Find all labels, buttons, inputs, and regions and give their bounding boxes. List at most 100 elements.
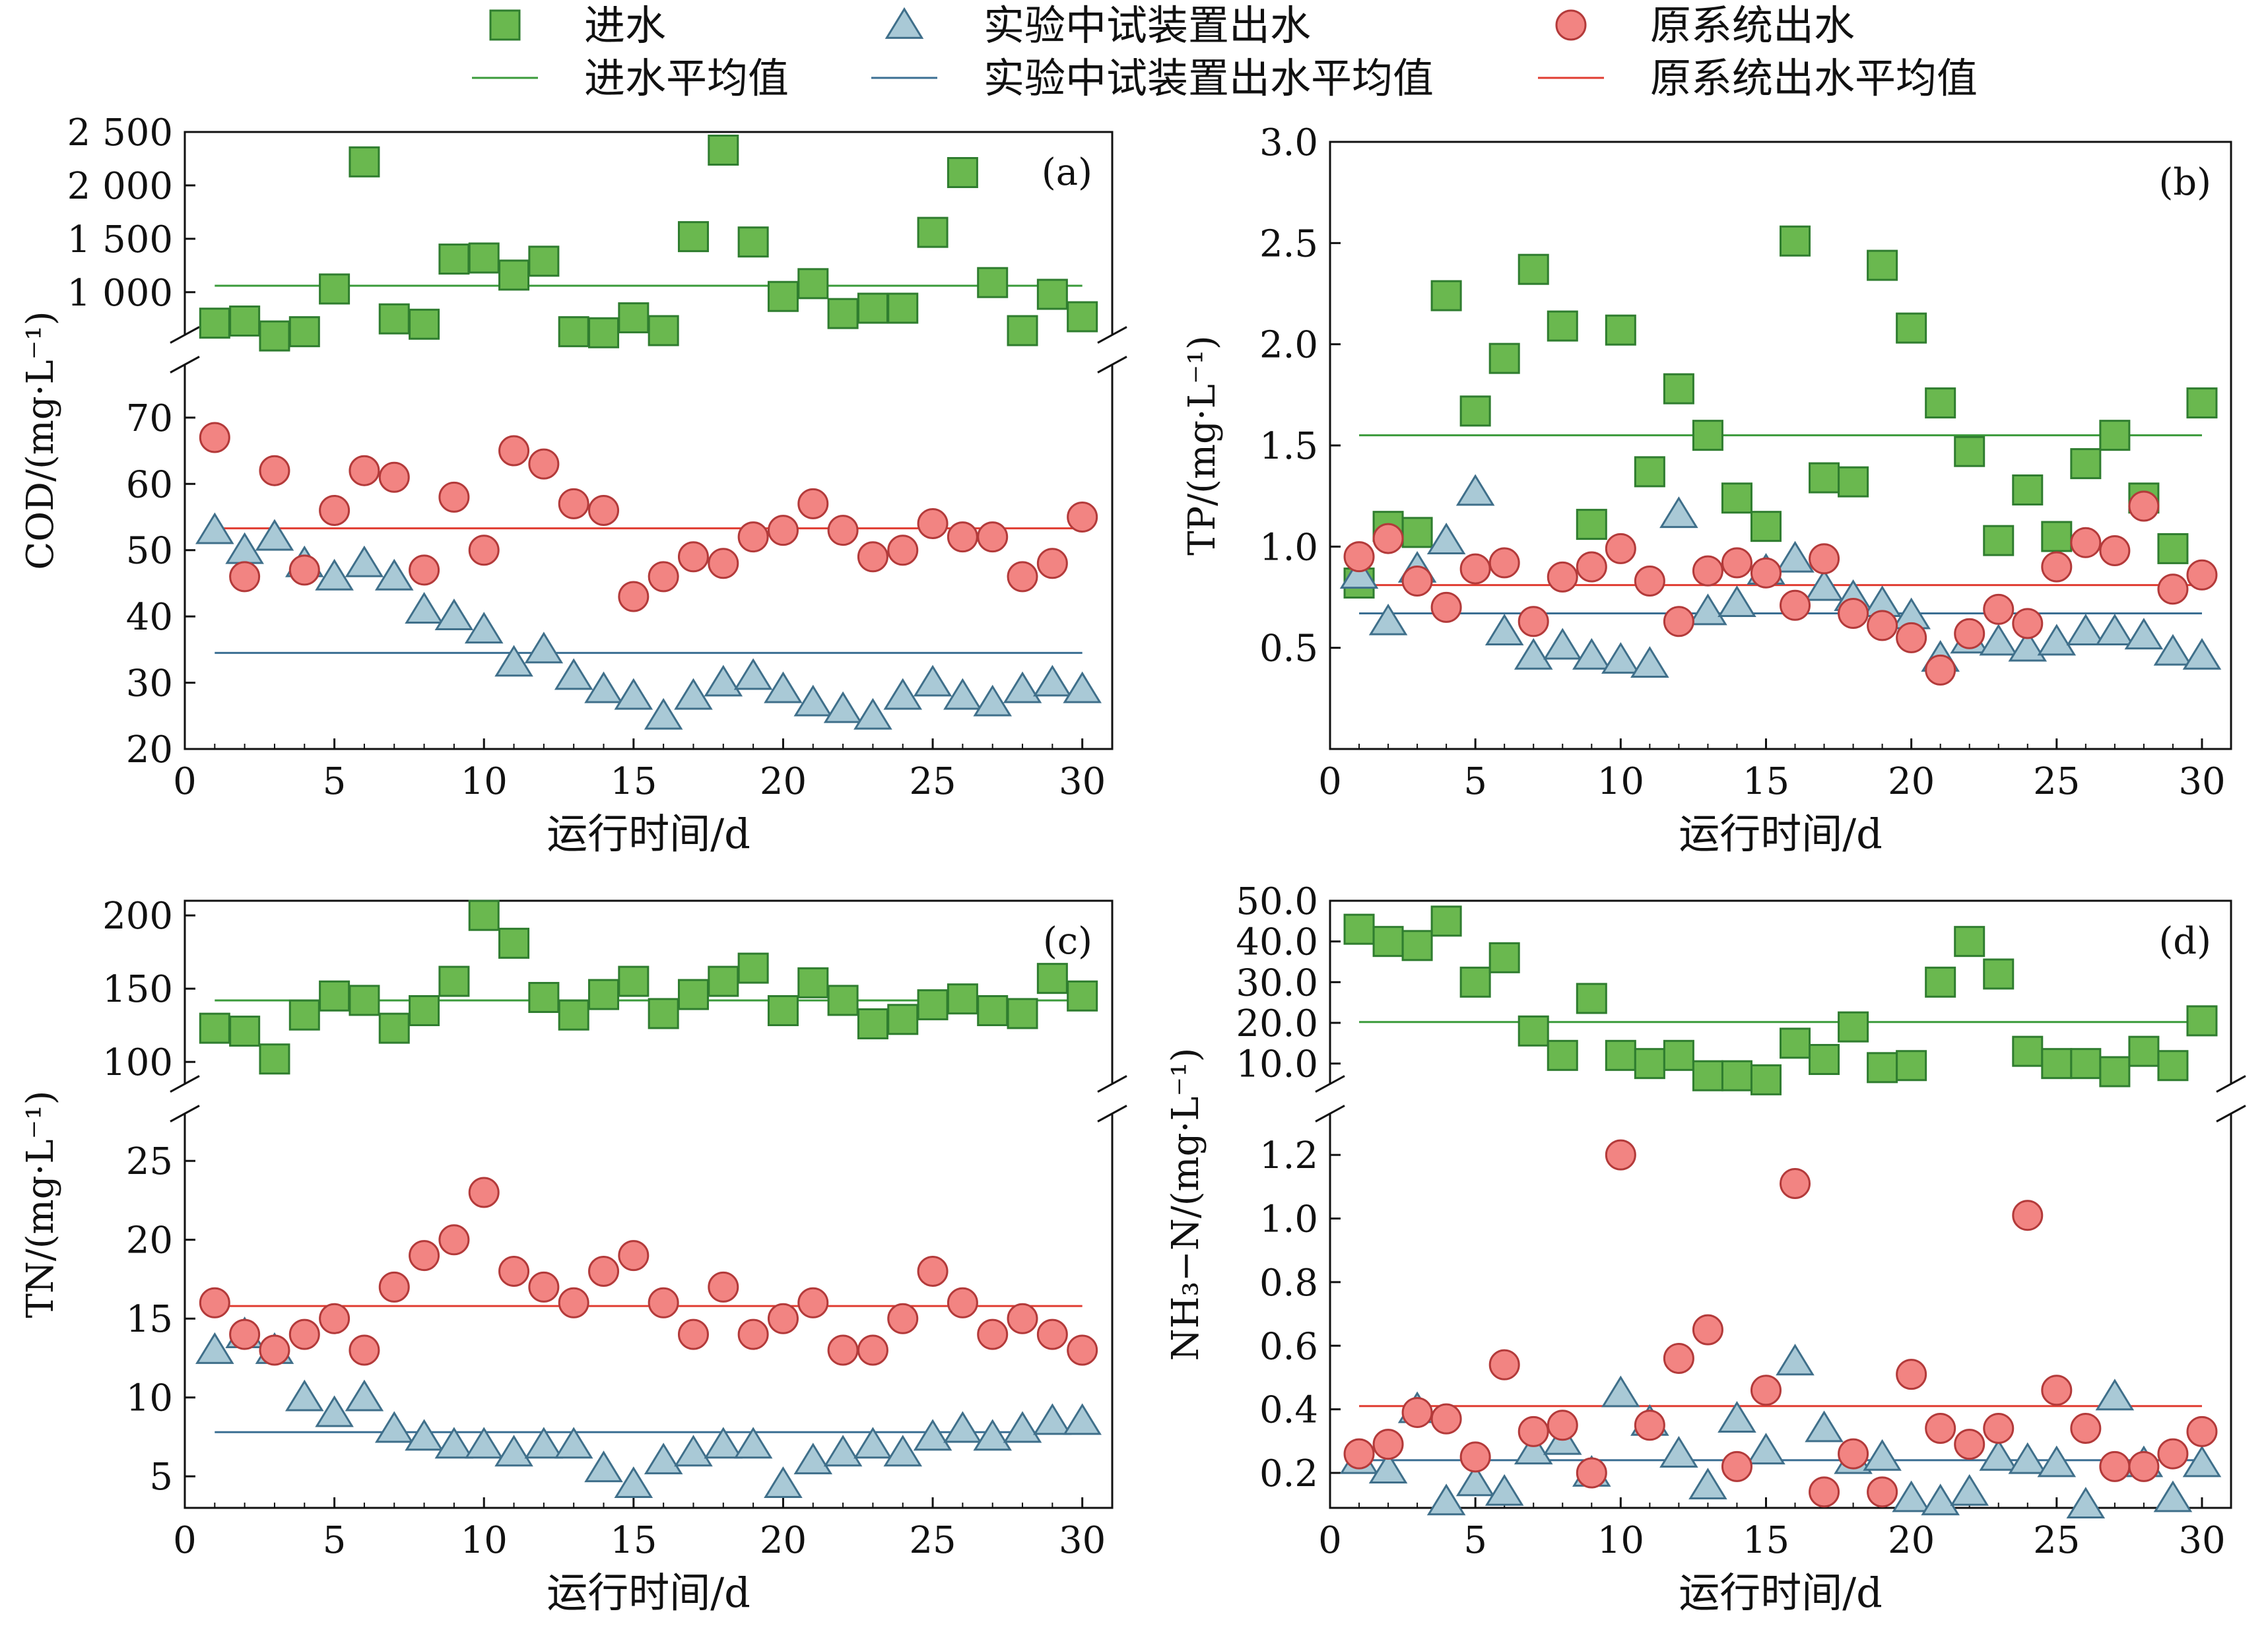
y-tick-label: 10.0	[1236, 1043, 1318, 1086]
x-tick-label: 0	[1318, 760, 1342, 803]
y-tick-label: 0.2	[1259, 1452, 1318, 1495]
data-point-triangle	[1921, 1483, 1960, 1516]
data-point-triangle	[913, 1419, 952, 1451]
data-point-circle	[1634, 1410, 1665, 1441]
data-point-square	[887, 292, 919, 324]
data-point-triangle	[1455, 474, 1495, 506]
data-point-square	[438, 965, 470, 997]
data-point-triangle	[704, 665, 743, 697]
legend-item: 原系统出水	[1555, 1, 1855, 49]
data-point-triangle	[284, 1379, 324, 1412]
data-point-triangle	[584, 1450, 623, 1483]
x-tick-label: 20	[1888, 760, 1935, 803]
data-point-triangle	[405, 1419, 444, 1451]
data-point-circle	[708, 548, 739, 579]
data-point-circle	[1576, 1457, 1607, 1489]
data-point-circle	[528, 1271, 560, 1303]
data-point-triangle	[315, 558, 354, 591]
data-point-triangle	[1368, 603, 1408, 635]
y-tick-label: 2 500	[67, 112, 173, 154]
legend-item: 原系统出水平均值	[1538, 54, 1978, 102]
data-point-triangle	[913, 665, 952, 697]
data-point-square	[2186, 387, 2218, 419]
data-point-circle	[199, 422, 230, 453]
data-point-circle	[2157, 1438, 2189, 1470]
data-point-circle	[1634, 565, 1665, 597]
data-point-square	[498, 259, 530, 291]
data-point-triangle	[1514, 1433, 1553, 1465]
data-point-circle	[1867, 1476, 1898, 1508]
y-tick-label: 10	[126, 1377, 173, 1420]
data-point-square	[1576, 509, 1607, 540]
y-tick-label: 1.5	[1259, 425, 1318, 468]
data-point-square	[1809, 1044, 1840, 1075]
x-tick-label: 10	[1597, 1519, 1644, 1562]
data-point-square	[947, 157, 978, 188]
data-point-circle	[1838, 598, 1869, 630]
axis-break-mark	[2216, 1105, 2246, 1122]
x-tick-label: 25	[2033, 760, 2080, 803]
data-point-circle	[1488, 1349, 1520, 1381]
data-point-square	[737, 952, 769, 984]
data-point-square	[618, 302, 650, 334]
data-point-circle	[2186, 559, 2218, 591]
frame-upper	[183, 131, 1114, 335]
data-point-circle	[2128, 1450, 2160, 1482]
data-point-circle	[618, 581, 650, 612]
axis-break-mark	[170, 326, 200, 344]
x-tick-label: 20	[760, 1519, 807, 1562]
data-point-triangle	[674, 1435, 713, 1467]
data-point-square	[648, 998, 679, 1029]
data-point-circle	[319, 494, 350, 526]
data-point-square	[409, 995, 440, 1026]
x-tick-label: 10	[1597, 760, 1644, 803]
data-point-square	[349, 146, 380, 178]
data-point-circle	[767, 515, 799, 546]
data-point-circle	[1459, 1441, 1491, 1473]
data-point-triangle	[494, 1435, 533, 1467]
data-point-triangle	[883, 1435, 923, 1467]
data-point-square	[1036, 963, 1068, 994]
data-point-square	[1634, 456, 1665, 488]
data-point-square	[1459, 395, 1491, 427]
y-tick-label: 30.0	[1236, 961, 1318, 1004]
data-point-circle	[1547, 1410, 1578, 1441]
y-tick-label: 50	[126, 530, 173, 573]
frame-lower	[183, 364, 1114, 750]
data-point-triangle	[1718, 585, 1756, 618]
data-point-triangle	[1033, 665, 1072, 697]
x-tick-label: 0	[173, 1519, 197, 1562]
data-point-square	[1067, 301, 1098, 333]
data-point-square	[468, 899, 500, 931]
data-point-circle	[2041, 1375, 2073, 1406]
data-point-circle	[1343, 1438, 1375, 1470]
data-point-triangle	[733, 1427, 773, 1459]
legend-item: 进水平均值	[472, 54, 789, 102]
data-point-circle	[797, 1287, 829, 1318]
y-tick-label: 20.0	[1236, 1002, 1318, 1045]
data-point-circle	[1663, 1343, 1694, 1375]
data-point-triangle	[1718, 1401, 1756, 1433]
data-point-triangle	[823, 1435, 863, 1467]
x-tick-label: 30	[2178, 760, 2225, 803]
x-tick-label: 15	[1743, 1519, 1789, 1562]
data-point-square	[2157, 1050, 2189, 1082]
y-axis-label: TP/(mg·L⁻¹)	[1181, 335, 1224, 556]
data-point-circle	[588, 1256, 620, 1287]
data-point-triangle	[494, 645, 533, 677]
data-point-circle	[1343, 541, 1375, 573]
data-point-circle	[677, 541, 709, 573]
data-point-square	[1983, 958, 2015, 990]
y-tick-label: 1.0	[1259, 526, 1318, 569]
data-point-triangle	[1455, 1464, 1495, 1497]
y-tick-label: 50.0	[1236, 880, 1318, 923]
data-point-circle	[618, 1240, 650, 1272]
data-point-square	[1067, 980, 1098, 1012]
x-axis-label: 运行时间/d	[547, 810, 750, 858]
data-point-triangle	[614, 1466, 653, 1499]
data-point-triangle	[1003, 1411, 1042, 1443]
data-point-circle	[378, 461, 410, 493]
data-point-square	[349, 985, 380, 1016]
data-point-triangle	[793, 684, 833, 717]
